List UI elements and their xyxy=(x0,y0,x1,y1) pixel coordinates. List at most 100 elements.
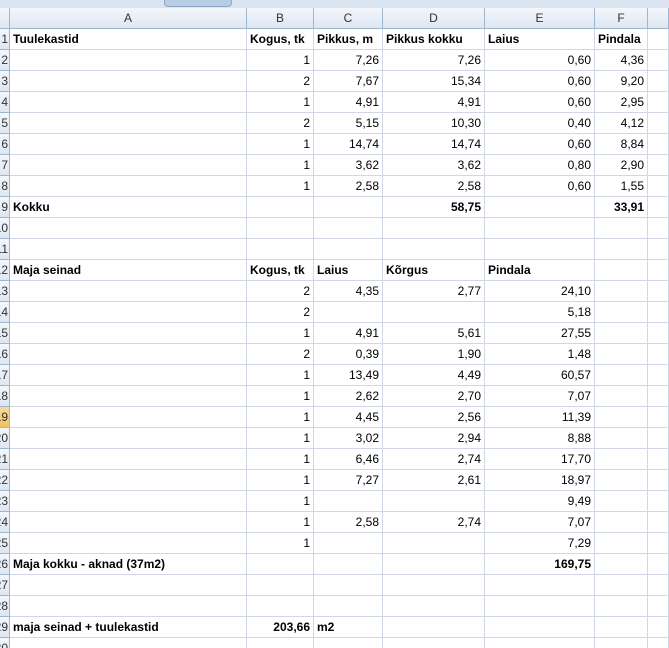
cell[interactable] xyxy=(10,365,247,386)
cell[interactable]: 7,07 xyxy=(485,386,595,407)
cell[interactable]: 17,70 xyxy=(485,449,595,470)
row-header[interactable]: 16 xyxy=(0,344,10,365)
row-header[interactable]: 28 xyxy=(0,596,10,617)
cell[interactable]: 7,26 xyxy=(314,50,383,71)
cell[interactable] xyxy=(383,239,485,260)
cell[interactable]: 2 xyxy=(247,113,314,134)
cell[interactable] xyxy=(314,302,383,323)
cell[interactable]: 2,62 xyxy=(314,386,383,407)
cell[interactable]: 0,60 xyxy=(485,134,595,155)
cell[interactable] xyxy=(648,596,669,617)
row-header[interactable]: 20 xyxy=(0,428,10,449)
cell[interactable]: 5,15 xyxy=(314,113,383,134)
cell[interactable] xyxy=(648,218,669,239)
cell[interactable] xyxy=(648,491,669,512)
cell[interactable]: 7,29 xyxy=(485,533,595,554)
cell[interactable]: 2 xyxy=(247,71,314,92)
cell[interactable]: 0,39 xyxy=(314,344,383,365)
row-header[interactable]: 18 xyxy=(0,386,10,407)
cell[interactable] xyxy=(485,617,595,638)
cell[interactable] xyxy=(383,218,485,239)
cell[interactable]: 1,90 xyxy=(383,344,485,365)
cell[interactable] xyxy=(314,491,383,512)
cell[interactable]: 4,12 xyxy=(595,113,648,134)
row-header[interactable]: 23 xyxy=(0,491,10,512)
cell[interactable]: 1 xyxy=(247,407,314,428)
cell[interactable]: 2 xyxy=(247,344,314,365)
cell[interactable] xyxy=(10,470,247,491)
cell[interactable] xyxy=(648,512,669,533)
cell[interactable] xyxy=(595,428,648,449)
cell[interactable] xyxy=(648,71,669,92)
cell[interactable] xyxy=(485,596,595,617)
cell[interactable]: 1 xyxy=(247,533,314,554)
cell[interactable] xyxy=(10,50,247,71)
cell[interactable]: 3,62 xyxy=(383,155,485,176)
cell[interactable] xyxy=(314,197,383,218)
cell[interactable] xyxy=(10,596,247,617)
row-header[interactable]: 27 xyxy=(0,575,10,596)
cell[interactable] xyxy=(648,470,669,491)
cell[interactable] xyxy=(648,260,669,281)
cell[interactable] xyxy=(648,92,669,113)
cell[interactable]: 1 xyxy=(247,491,314,512)
row-header[interactable]: 19 xyxy=(0,407,10,428)
cell[interactable] xyxy=(595,491,648,512)
cell[interactable]: 2 xyxy=(247,281,314,302)
cell[interactable]: 203,66 xyxy=(247,617,314,638)
cell[interactable]: 2,70 xyxy=(383,386,485,407)
cell[interactable] xyxy=(10,428,247,449)
row-header[interactable]: 11 xyxy=(0,239,10,260)
cell[interactable] xyxy=(648,554,669,575)
cell[interactable] xyxy=(10,239,247,260)
cell[interactable] xyxy=(648,281,669,302)
cell[interactable] xyxy=(10,533,247,554)
column-header[interactable]: E xyxy=(485,8,595,29)
cell[interactable]: 0,80 xyxy=(485,155,595,176)
cell[interactable] xyxy=(10,386,247,407)
column-header[interactable]: B xyxy=(247,8,314,29)
cell[interactable] xyxy=(595,302,648,323)
cell[interactable]: 1 xyxy=(247,470,314,491)
column-header[interactable]: F xyxy=(595,8,648,29)
cell[interactable] xyxy=(648,176,669,197)
cell[interactable]: 4,36 xyxy=(595,50,648,71)
cell[interactable]: Kogus, tk xyxy=(247,29,314,50)
cell[interactable]: Pikkus, m xyxy=(314,29,383,50)
cell[interactable]: 2,58 xyxy=(314,176,383,197)
cell[interactable]: 1 xyxy=(247,176,314,197)
cell[interactable] xyxy=(595,407,648,428)
cell[interactable] xyxy=(383,302,485,323)
cell[interactable] xyxy=(648,50,669,71)
row-header[interactable]: 6 xyxy=(0,134,10,155)
cell[interactable] xyxy=(595,323,648,344)
cell[interactable]: 7,27 xyxy=(314,470,383,491)
cell[interactable]: 9,20 xyxy=(595,71,648,92)
row-header[interactable]: 12 xyxy=(0,260,10,281)
cell[interactable] xyxy=(648,113,669,134)
cell[interactable] xyxy=(648,29,669,50)
cell[interactable] xyxy=(595,386,648,407)
cell[interactable]: 1 xyxy=(247,92,314,113)
cell[interactable] xyxy=(10,512,247,533)
cell[interactable]: Kogus, tk xyxy=(247,260,314,281)
cell[interactable]: Kokku xyxy=(10,197,247,218)
cell[interactable]: 24,10 xyxy=(485,281,595,302)
cell[interactable]: 7,26 xyxy=(383,50,485,71)
row-header[interactable]: 4 xyxy=(0,92,10,113)
cell[interactable]: 1 xyxy=(247,512,314,533)
cell[interactable]: 1 xyxy=(247,50,314,71)
cell[interactable]: 0,60 xyxy=(485,50,595,71)
cell[interactable] xyxy=(314,554,383,575)
row-header[interactable]: 8 xyxy=(0,176,10,197)
cell[interactable]: 1 xyxy=(247,365,314,386)
cell[interactable]: 2 xyxy=(247,302,314,323)
cell[interactable]: 4,91 xyxy=(314,92,383,113)
cell[interactable]: 58,75 xyxy=(383,197,485,218)
cell[interactable] xyxy=(595,344,648,365)
row-header[interactable]: 29 xyxy=(0,617,10,638)
cell[interactable] xyxy=(383,554,485,575)
row-header[interactable]: 17 xyxy=(0,365,10,386)
cell[interactable] xyxy=(648,533,669,554)
cell[interactable]: Laius xyxy=(485,29,595,50)
